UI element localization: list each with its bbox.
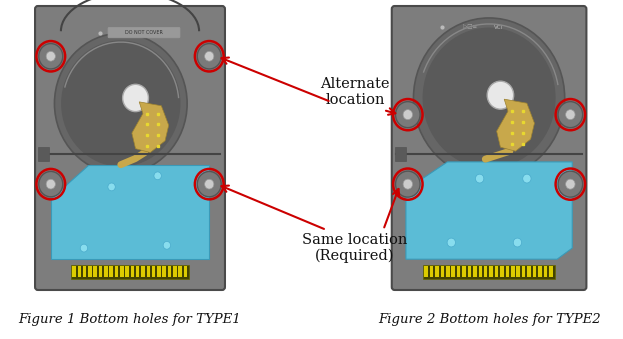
- Circle shape: [447, 238, 455, 247]
- Polygon shape: [497, 99, 535, 151]
- Circle shape: [39, 44, 63, 69]
- Bar: [120, 266, 123, 277]
- Bar: [125, 266, 129, 277]
- Polygon shape: [132, 102, 169, 153]
- Bar: [500, 266, 504, 277]
- Circle shape: [513, 238, 521, 247]
- Bar: [440, 266, 444, 277]
- Text: Figure 1 Bottom holes for TYPE1: Figure 1 Bottom holes for TYPE1: [19, 314, 241, 326]
- Bar: [93, 266, 97, 277]
- Circle shape: [204, 179, 214, 189]
- Bar: [489, 266, 493, 277]
- Circle shape: [566, 179, 575, 189]
- Bar: [516, 266, 520, 277]
- Circle shape: [523, 174, 531, 183]
- Circle shape: [154, 172, 161, 180]
- Circle shape: [475, 174, 484, 183]
- Bar: [184, 266, 187, 277]
- Bar: [146, 266, 150, 277]
- Circle shape: [558, 102, 583, 128]
- Bar: [522, 266, 525, 277]
- Bar: [423, 265, 555, 279]
- Polygon shape: [50, 165, 209, 259]
- Bar: [152, 266, 155, 277]
- Bar: [457, 266, 460, 277]
- Bar: [136, 266, 140, 277]
- Bar: [473, 266, 477, 277]
- Bar: [88, 266, 92, 277]
- Bar: [72, 266, 76, 277]
- Bar: [173, 266, 176, 277]
- Bar: [544, 266, 547, 277]
- Bar: [168, 266, 171, 277]
- Bar: [115, 266, 118, 277]
- Bar: [99, 266, 102, 277]
- Bar: [435, 266, 439, 277]
- Circle shape: [403, 109, 412, 120]
- Bar: [506, 266, 509, 277]
- Bar: [468, 266, 471, 277]
- Circle shape: [46, 179, 55, 189]
- Circle shape: [197, 172, 221, 197]
- Bar: [462, 266, 466, 277]
- Bar: [178, 266, 182, 277]
- Circle shape: [163, 241, 171, 249]
- Bar: [157, 266, 161, 277]
- Bar: [549, 266, 553, 277]
- Bar: [511, 266, 515, 277]
- Bar: [495, 266, 498, 277]
- Circle shape: [566, 109, 575, 120]
- Circle shape: [46, 52, 55, 61]
- Bar: [394, 146, 406, 160]
- Circle shape: [396, 102, 420, 128]
- Circle shape: [422, 27, 556, 168]
- Bar: [538, 266, 542, 277]
- Bar: [527, 266, 531, 277]
- Circle shape: [403, 179, 412, 189]
- Circle shape: [54, 33, 187, 174]
- Bar: [163, 266, 166, 277]
- Bar: [141, 266, 145, 277]
- Bar: [71, 265, 189, 279]
- FancyBboxPatch shape: [108, 27, 180, 38]
- Text: Alternate
location: Alternate location: [320, 77, 389, 107]
- Bar: [77, 266, 81, 277]
- Bar: [110, 266, 113, 277]
- Text: Figure 2 Bottom holes for TYPE2: Figure 2 Bottom holes for TYPE2: [378, 314, 601, 326]
- Bar: [38, 146, 49, 160]
- Polygon shape: [406, 162, 573, 259]
- Circle shape: [61, 40, 181, 167]
- FancyBboxPatch shape: [392, 6, 586, 290]
- Bar: [452, 266, 455, 277]
- Bar: [533, 266, 536, 277]
- Text: ▷□≡: ▷□≡: [463, 24, 477, 29]
- Text: VCI: VCI: [494, 24, 503, 29]
- Circle shape: [123, 84, 148, 112]
- Circle shape: [396, 171, 420, 197]
- Circle shape: [204, 52, 214, 61]
- Bar: [484, 266, 487, 277]
- Circle shape: [487, 81, 513, 109]
- Bar: [478, 266, 482, 277]
- Circle shape: [414, 18, 564, 178]
- Text: Same location
(Required): Same location (Required): [302, 233, 407, 263]
- Bar: [83, 266, 87, 277]
- Circle shape: [108, 183, 115, 191]
- Circle shape: [197, 44, 221, 69]
- Text: DO NOT COVER: DO NOT COVER: [125, 30, 163, 35]
- FancyBboxPatch shape: [35, 6, 225, 290]
- Circle shape: [80, 244, 88, 252]
- Circle shape: [558, 171, 583, 197]
- Bar: [104, 266, 108, 277]
- Bar: [131, 266, 134, 277]
- Circle shape: [39, 172, 63, 197]
- Bar: [446, 266, 450, 277]
- Bar: [424, 266, 428, 277]
- Bar: [430, 266, 433, 277]
